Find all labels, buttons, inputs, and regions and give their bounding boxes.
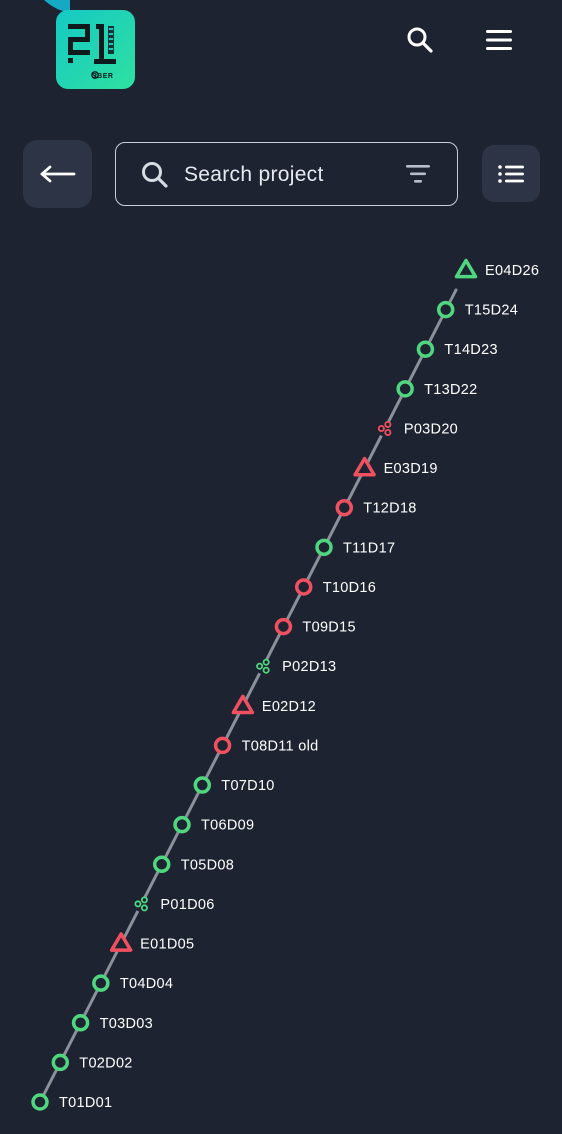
timeline-node-label: T02D02 (79, 1055, 132, 1071)
group-project-icon (376, 420, 393, 437)
search-input[interactable]: Search project (115, 142, 458, 206)
timeline-node-t09d15[interactable]: T09D15 (274, 617, 356, 636)
task-circle-icon (213, 736, 232, 755)
timeline-node-label: T05D08 (181, 857, 234, 873)
task-circle-icon (31, 1093, 49, 1111)
task-circle-icon (193, 776, 212, 794)
filter-icon[interactable] (405, 163, 431, 185)
logo-21-icon (68, 24, 116, 79)
task-circle-icon (152, 855, 171, 874)
timeline-node-label: T07D10 (221, 778, 274, 794)
exam-triangle-icon (353, 456, 376, 477)
timeline-node-label: E03D19 (384, 461, 438, 477)
timeline-node-t07d10[interactable]: T07D10 (193, 776, 274, 794)
timeline-node-t06d09[interactable]: T06D09 (173, 815, 254, 834)
timeline-node-label: E04D26 (485, 263, 539, 279)
timeline-node-t05d08[interactable]: T05D08 (152, 855, 234, 874)
task-circle-icon (173, 815, 191, 834)
search-placeholder: Search project (184, 163, 324, 186)
timeline-node-label: E02D12 (262, 699, 316, 715)
timeline-node-t14d23[interactable]: T14D23 (416, 340, 498, 358)
group-project-icon (255, 658, 272, 675)
school-21-logo[interactable]: SBER (40, 0, 140, 92)
timeline-node-e02d12[interactable]: E02D12 (231, 694, 316, 715)
timeline-node-t04d04[interactable]: T04D04 (92, 974, 173, 992)
hamburger-menu-icon[interactable] (481, 22, 517, 58)
timeline-node-t08d11-old[interactable]: T08D11 old (213, 736, 319, 755)
timeline-node-label: T04D04 (120, 976, 173, 992)
group-project-icon (133, 895, 150, 912)
search-icon (142, 162, 168, 188)
exam-triangle-icon (231, 694, 255, 715)
timeline-node-label: T01D01 (59, 1095, 112, 1111)
timeline-node-label: P03D20 (404, 421, 458, 437)
timeline-node-label: T13D22 (424, 382, 477, 398)
timeline-node-label: T03D03 (100, 1016, 153, 1032)
timeline-node-t10d16[interactable]: T10D16 (294, 578, 376, 596)
task-circle-icon (274, 617, 293, 636)
task-circle-icon (71, 1014, 90, 1032)
timeline-node-t12d18[interactable]: T12D18 (335, 498, 416, 517)
timeline-node-label: T10D16 (323, 580, 376, 596)
task-circle-icon (92, 974, 110, 992)
timeline-node-t02d02[interactable]: T02D02 (51, 1053, 132, 1072)
timeline-node-p01d06[interactable]: P01D06 (133, 895, 214, 913)
search-icon[interactable] (402, 22, 438, 58)
timeline-node-label: T15D24 (465, 303, 518, 319)
timeline-node-e01d05[interactable]: E01D05 (109, 932, 195, 953)
timeline-node-label: T11D17 (343, 540, 395, 556)
task-circle-icon (416, 340, 435, 358)
task-circle-icon (396, 380, 414, 398)
logo-sber-text: SBER (92, 73, 114, 80)
list-view-icon (498, 164, 524, 183)
timeline-node-label: P01D06 (160, 897, 214, 913)
timeline-node-label: P02D13 (282, 659, 336, 675)
task-circle-icon (294, 578, 313, 596)
timeline-node-t13d22[interactable]: T13D22 (396, 380, 477, 398)
timeline-node-label: T09D15 (302, 620, 355, 636)
exam-triangle-icon (454, 258, 478, 279)
logo-tab-shape (44, 0, 70, 12)
arrow-left-icon (40, 165, 75, 183)
logo-badge: SBER (56, 10, 135, 89)
timeline-node-label: T06D09 (201, 818, 254, 834)
timeline-node-label: T14D23 (444, 342, 497, 358)
timeline-node-p03d20[interactable]: P03D20 (376, 420, 458, 437)
task-circle-icon (51, 1053, 70, 1072)
exam-triangle-icon (109, 932, 133, 952)
timeline-node-e04d26[interactable]: E04D26 (454, 258, 540, 280)
timeline-node-label: T12D18 (363, 501, 416, 517)
timeline-node-label: E01D05 (140, 937, 194, 953)
timeline-node-t01d01[interactable]: T01D01 (31, 1093, 112, 1111)
timeline-node-label: T08D11 old (242, 738, 319, 754)
timeline-node-e03d19[interactable]: E03D19 (353, 456, 438, 478)
list-view-button[interactable] (482, 145, 540, 202)
timeline-node-t03d03[interactable]: T03D03 (71, 1014, 153, 1032)
timeline-node-t11d17[interactable]: T11D17 (315, 538, 395, 557)
task-circle-icon (436, 300, 455, 319)
task-circle-icon (315, 538, 333, 557)
task-circle-icon (335, 498, 354, 517)
timeline-node-t15d24[interactable]: T15D24 (436, 300, 518, 319)
timeline-node-p02d13[interactable]: P02D13 (255, 658, 336, 675)
back-button[interactable] (23, 140, 92, 208)
